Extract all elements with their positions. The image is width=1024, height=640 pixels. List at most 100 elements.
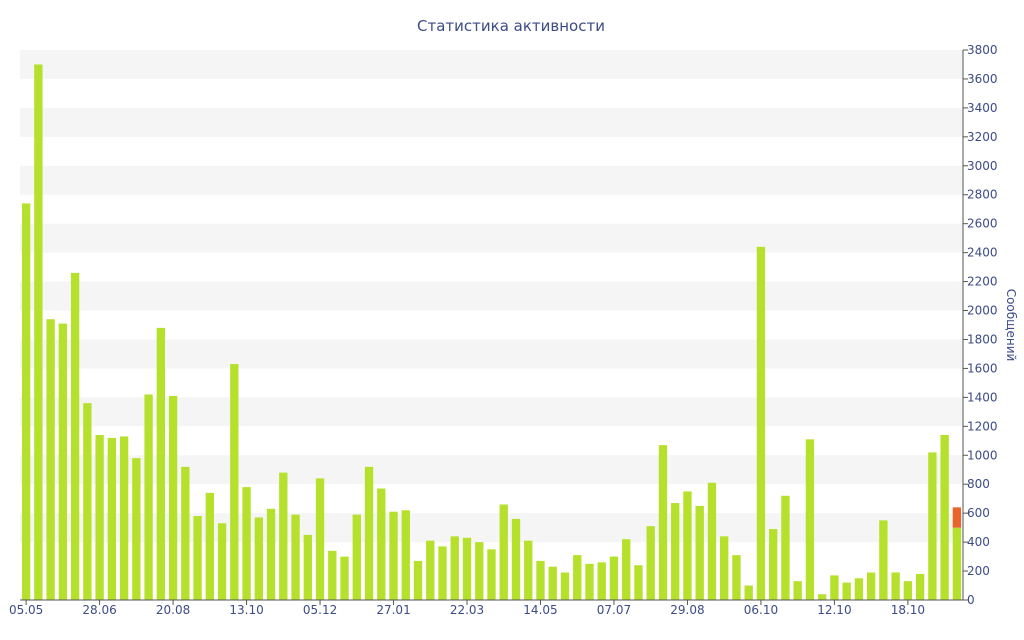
bar[interactable] — [830, 575, 839, 600]
bars-group — [21, 64, 962, 601]
bar[interactable] — [756, 246, 766, 600]
bar[interactable] — [891, 572, 900, 601]
bar[interactable] — [903, 581, 913, 600]
bar[interactable] — [842, 582, 851, 600]
grid-band — [20, 281, 963, 311]
bar[interactable] — [107, 437, 117, 600]
bar[interactable] — [634, 565, 643, 600]
bar[interactable] — [340, 556, 349, 600]
bar[interactable] — [744, 585, 753, 600]
bar[interactable] — [695, 505, 704, 600]
bar[interactable] — [426, 540, 435, 600]
bar[interactable] — [438, 546, 447, 600]
bar[interactable] — [266, 508, 276, 600]
bar[interactable] — [707, 482, 717, 600]
bar[interactable] — [952, 527, 962, 600]
bar-highlight[interactable] — [952, 507, 962, 528]
bar[interactable] — [83, 403, 92, 600]
y-tick-label: 2000 — [967, 304, 998, 318]
x-tick-label: 27.01 — [376, 603, 410, 617]
bar[interactable] — [658, 445, 668, 600]
bar[interactable] — [462, 537, 472, 600]
bar[interactable] — [646, 526, 655, 600]
bar[interactable] — [940, 435, 949, 600]
y-tick-label: 200 — [967, 564, 990, 578]
bar[interactable] — [168, 395, 178, 600]
x-tick-label: 29.08 — [670, 603, 704, 617]
bar[interactable] — [156, 327, 166, 600]
bar[interactable] — [866, 572, 876, 601]
bar[interactable] — [181, 466, 190, 600]
bar[interactable] — [548, 566, 557, 600]
x-tick-label: 05.05 — [9, 603, 43, 617]
bar[interactable] — [609, 556, 619, 600]
y-axis-label: Сообщений — [1004, 289, 1018, 362]
y-tick-label: 3800 — [967, 43, 998, 57]
bar[interactable] — [279, 472, 288, 600]
bar[interactable] — [854, 578, 864, 600]
bar[interactable] — [401, 510, 410, 600]
bar[interactable] — [928, 452, 937, 600]
chart-title: Статистика активности — [417, 17, 605, 35]
x-tick-label: 05.12 — [303, 603, 337, 617]
grid-band — [20, 223, 963, 253]
bar[interactable] — [487, 549, 496, 600]
bar[interactable] — [254, 517, 263, 601]
y-tick-label: 2200 — [967, 275, 998, 289]
bar[interactable] — [413, 560, 423, 600]
bar[interactable] — [46, 319, 55, 600]
bar[interactable] — [781, 495, 790, 600]
bar[interactable] — [389, 511, 398, 600]
y-tick-label: 1400 — [967, 390, 998, 404]
bar[interactable] — [119, 436, 129, 600]
bar[interactable] — [217, 523, 227, 600]
bar[interactable] — [817, 594, 827, 600]
bar[interactable] — [560, 572, 570, 601]
bar[interactable] — [805, 439, 815, 600]
bar[interactable] — [597, 562, 606, 600]
bar[interactable] — [573, 555, 582, 600]
bar[interactable] — [58, 323, 68, 600]
x-axis: 05.05 28.06 20.08 13.10 05.12 27.01 22.03 14.05… — [9, 599, 963, 617]
bar[interactable] — [242, 487, 251, 600]
bar[interactable] — [524, 540, 533, 600]
bar[interactable] — [769, 529, 778, 600]
y-tick-label: 1200 — [967, 419, 998, 433]
bar[interactable] — [732, 555, 741, 600]
bar[interactable] — [303, 534, 312, 600]
bar[interactable] — [144, 394, 153, 600]
bar[interactable] — [499, 504, 508, 600]
bar[interactable] — [585, 563, 594, 600]
grid-band — [20, 50, 963, 79]
bar[interactable] — [132, 458, 141, 600]
x-tick-label: 14.05 — [523, 603, 557, 617]
bar[interactable] — [536, 560, 545, 600]
bar[interactable] — [291, 514, 300, 600]
bar[interactable] — [879, 520, 888, 600]
bar[interactable] — [671, 503, 680, 600]
bar[interactable] — [622, 539, 631, 600]
bar[interactable] — [915, 573, 925, 600]
bar[interactable] — [95, 435, 104, 600]
bar[interactable] — [315, 478, 325, 600]
bar[interactable] — [352, 514, 361, 600]
bar[interactable] — [793, 581, 802, 600]
bar[interactable] — [34, 64, 43, 600]
x-tick-label: 13.10 — [229, 603, 263, 617]
bar[interactable] — [328, 550, 337, 600]
bar[interactable] — [475, 542, 484, 600]
bar[interactable] — [450, 536, 459, 600]
bar[interactable] — [511, 518, 521, 600]
bar[interactable] — [364, 466, 374, 600]
bar[interactable] — [720, 536, 729, 600]
bar[interactable] — [205, 492, 214, 600]
bar[interactable] — [683, 491, 692, 600]
bar[interactable] — [21, 203, 31, 600]
bar[interactable] — [70, 272, 80, 600]
y-tick-label: 3600 — [967, 72, 998, 86]
y-tick-label: 400 — [967, 535, 990, 549]
bar[interactable] — [230, 364, 239, 600]
bar[interactable] — [377, 488, 386, 600]
bar[interactable] — [193, 516, 202, 600]
